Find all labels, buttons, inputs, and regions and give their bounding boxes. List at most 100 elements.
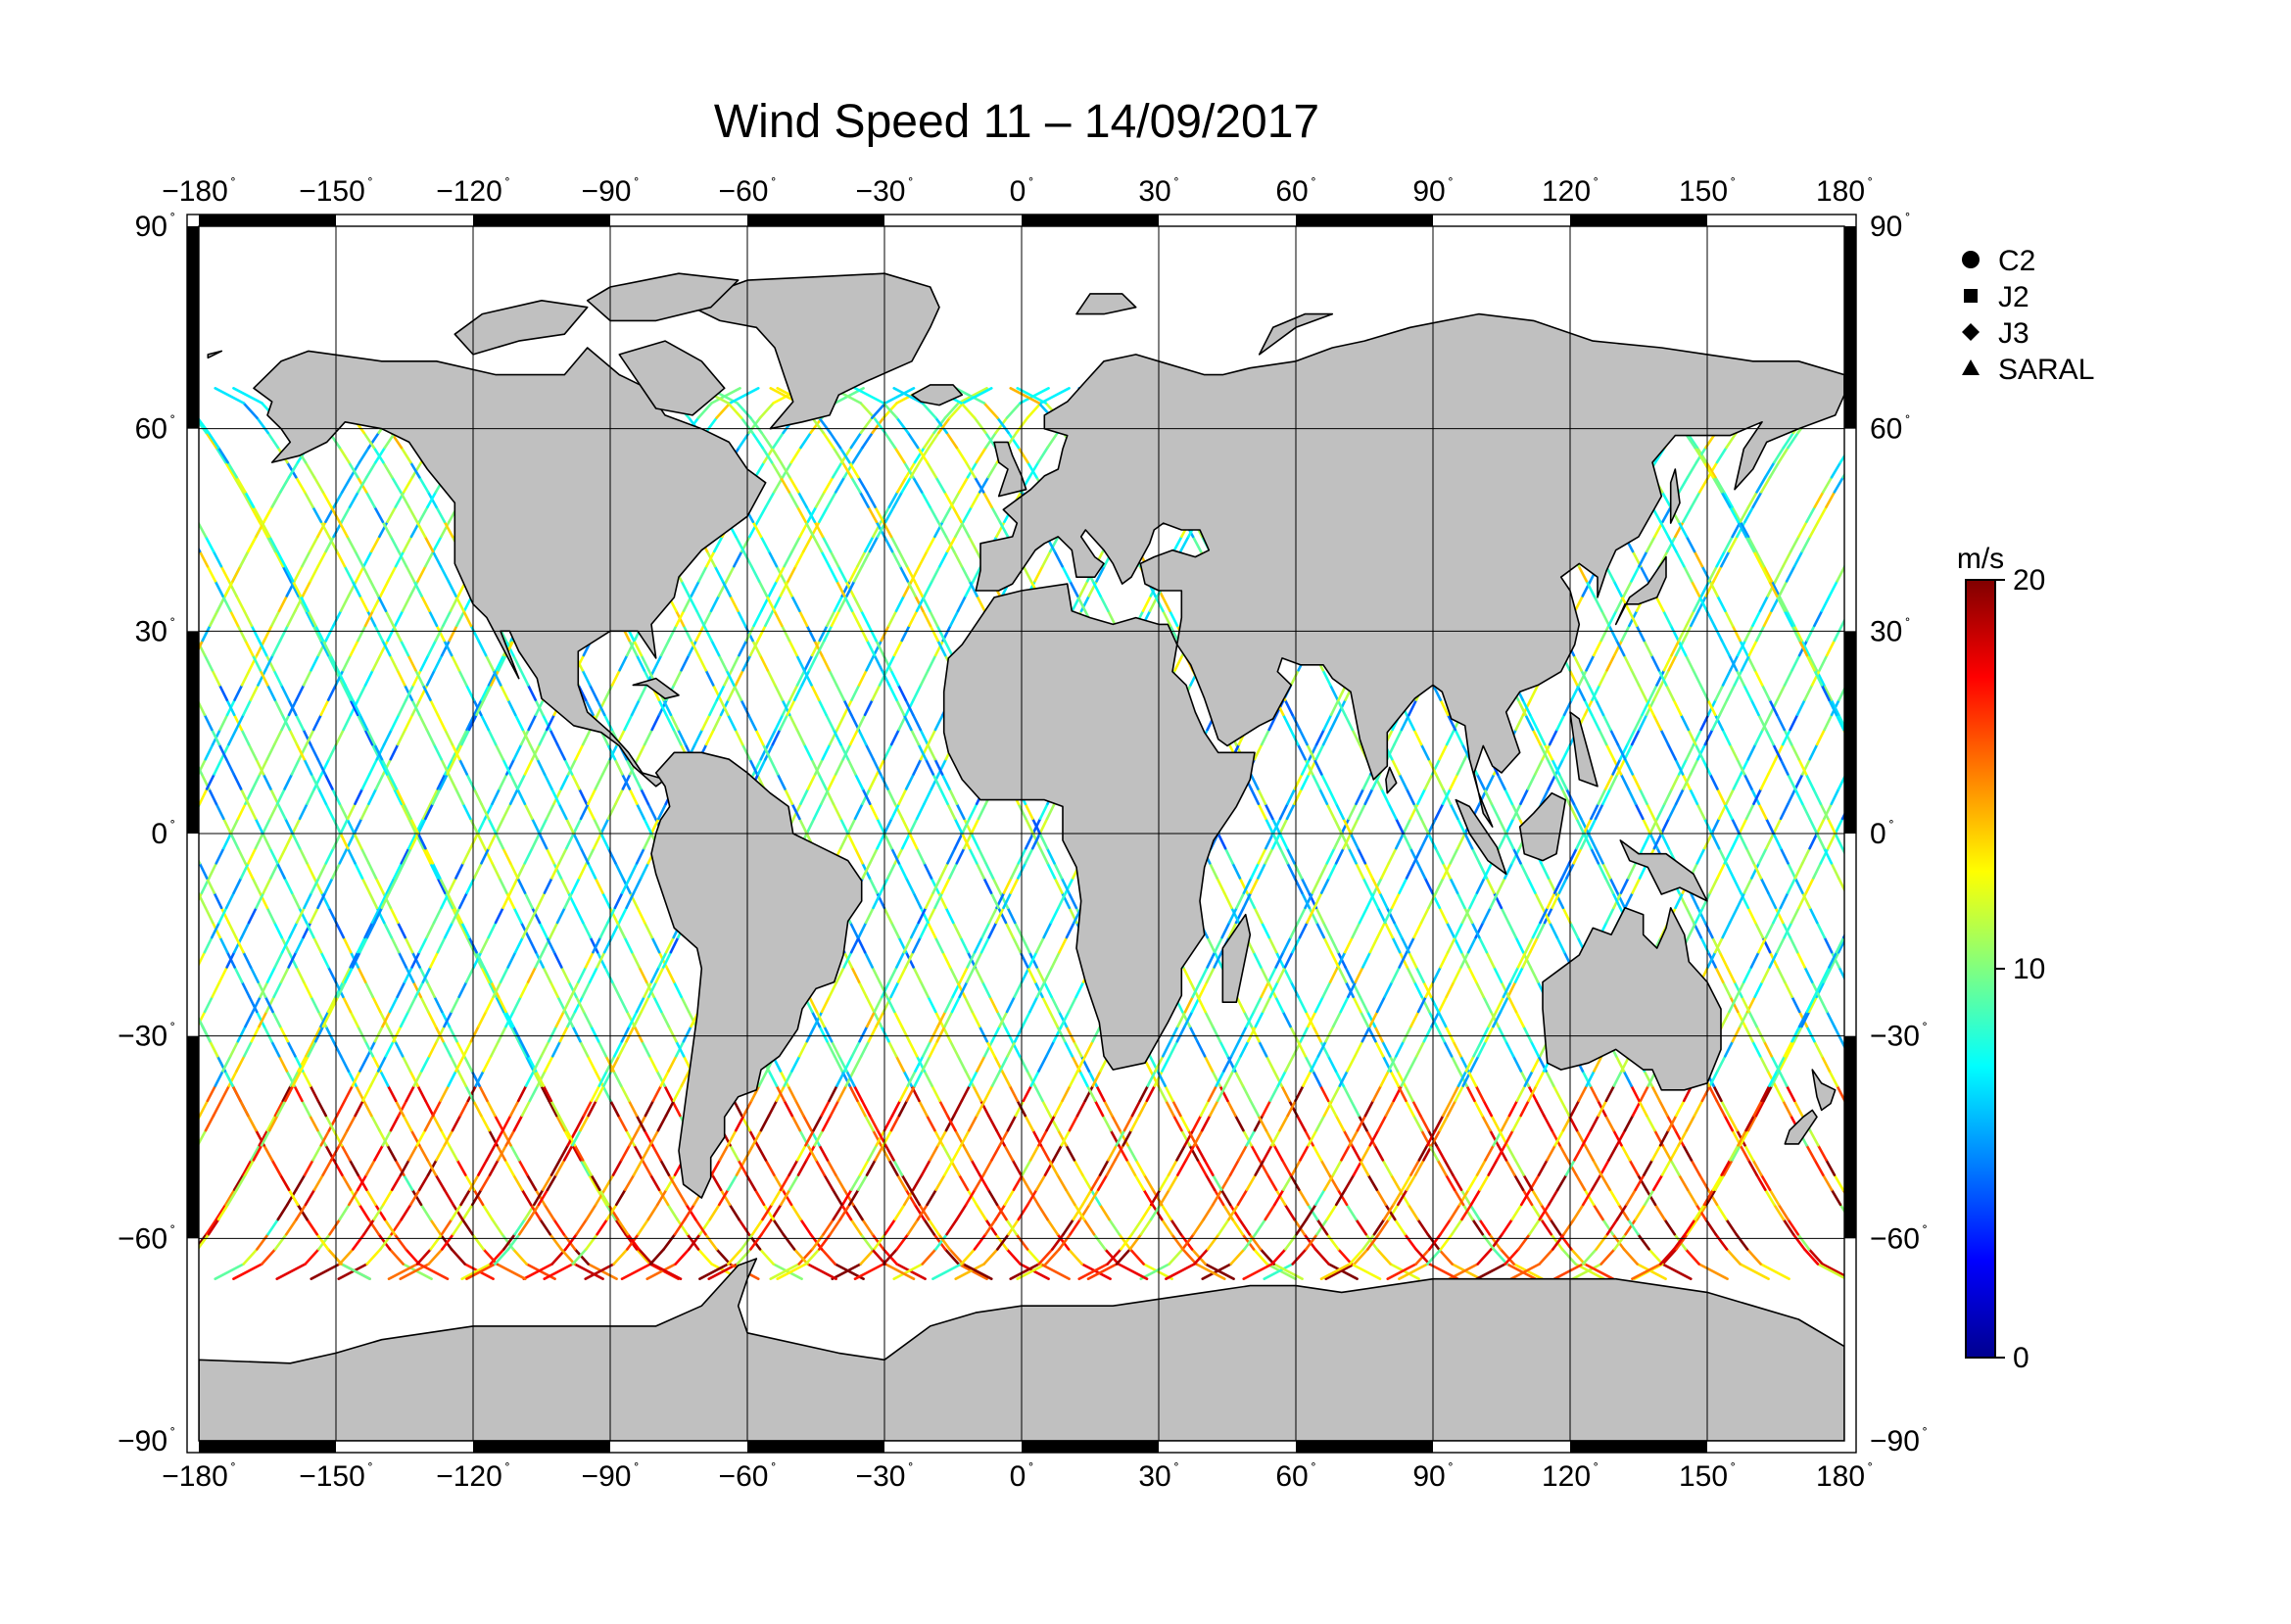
track-segment [27,670,35,685]
track-segment [2008,388,2036,403]
track-segment [1931,626,1938,641]
track-segment [158,967,166,981]
track-segment [102,1190,111,1205]
track-segment [122,789,129,804]
track-segment [143,997,151,1012]
track-segment [1861,641,1869,655]
track-segment [13,522,21,537]
track-segment [10,1234,21,1249]
track-segment [82,1027,90,1041]
track-segment [1922,522,1930,537]
track-segment [166,952,173,967]
track-segment [64,1205,73,1219]
track-segment [42,1234,53,1249]
track-segment [98,507,106,522]
track-segment [104,700,112,715]
track-segment [85,863,92,878]
track-segment [2062,492,2071,506]
track-segment [152,1101,160,1116]
track-segment [141,1205,151,1219]
track-segment [1945,1056,1953,1071]
track-segment [2131,388,2160,403]
track-segment [13,1130,21,1145]
track-segment [10,418,21,433]
track-segment [72,1190,81,1205]
track-segment [85,789,92,804]
track-segment [125,908,133,923]
track-segment [159,715,166,730]
track-segment [1893,1190,1902,1205]
track-segment [81,997,89,1012]
track-segment [173,685,181,699]
track-segment [0,1041,5,1056]
track-segment [36,1086,44,1101]
track-segment [42,952,50,967]
track-segment [188,997,196,1012]
track-segment [42,700,50,715]
track-segment [119,1160,127,1174]
track-segment [170,848,177,863]
track-segment [175,597,183,611]
track-segment [59,1041,67,1056]
track-segment [28,1101,36,1116]
track-segment [20,655,27,670]
track-segment [20,997,27,1012]
track-segment [57,923,64,937]
track-segment [1938,1160,1947,1174]
track-segment [149,893,156,908]
track-segment [78,774,85,788]
track-segment [36,566,44,581]
track-segment [1919,879,1926,893]
track-segment [28,1130,36,1145]
track-segment [108,819,115,834]
track-segment [178,819,185,834]
track-segment [72,893,78,908]
track-segment [2078,462,2087,477]
track-segment [49,477,58,492]
track-segment [115,848,121,863]
track-segment [81,477,90,492]
track-segment [147,789,154,804]
track-segment [144,744,151,759]
track-segment [5,626,13,641]
track-segment [1860,1130,1868,1145]
track-segment [82,1116,90,1130]
track-segment [105,670,113,685]
track-segment [44,551,52,566]
track-segment [28,522,36,537]
track-segment [2035,433,2045,448]
track-segment [93,804,101,819]
track-segment [1931,1145,1938,1160]
track-segment [75,611,83,626]
track-segment [27,982,35,997]
track-segment [22,1219,31,1234]
track-segment [188,997,196,1012]
track-segment [85,789,92,804]
track-segment [166,700,173,715]
track-segment [1926,759,1933,774]
track-segment [159,715,166,730]
track-segment [2078,1190,2087,1205]
track-segment [21,537,28,551]
track-segment [1974,433,1983,448]
track-segment [156,879,164,893]
track-segment [1861,759,1868,774]
track-segment [128,1145,136,1160]
track-segment [164,863,170,878]
track-segment [140,879,147,893]
track-segment [90,1160,99,1174]
track-segment [28,551,36,566]
track-segment [1891,581,1899,596]
track-segment [1983,522,1991,537]
track-segment [40,1190,49,1205]
track-segment [2087,448,2097,462]
track-segment [78,879,85,893]
track-segment [154,1265,182,1279]
track-segment [1916,997,1924,1012]
track-segment [1937,1041,1945,1056]
track-segment [1877,1160,1885,1174]
track-segment [1992,507,2000,522]
track-segment [190,967,198,981]
track-segment [1886,715,1893,730]
track-segment [74,1012,82,1027]
